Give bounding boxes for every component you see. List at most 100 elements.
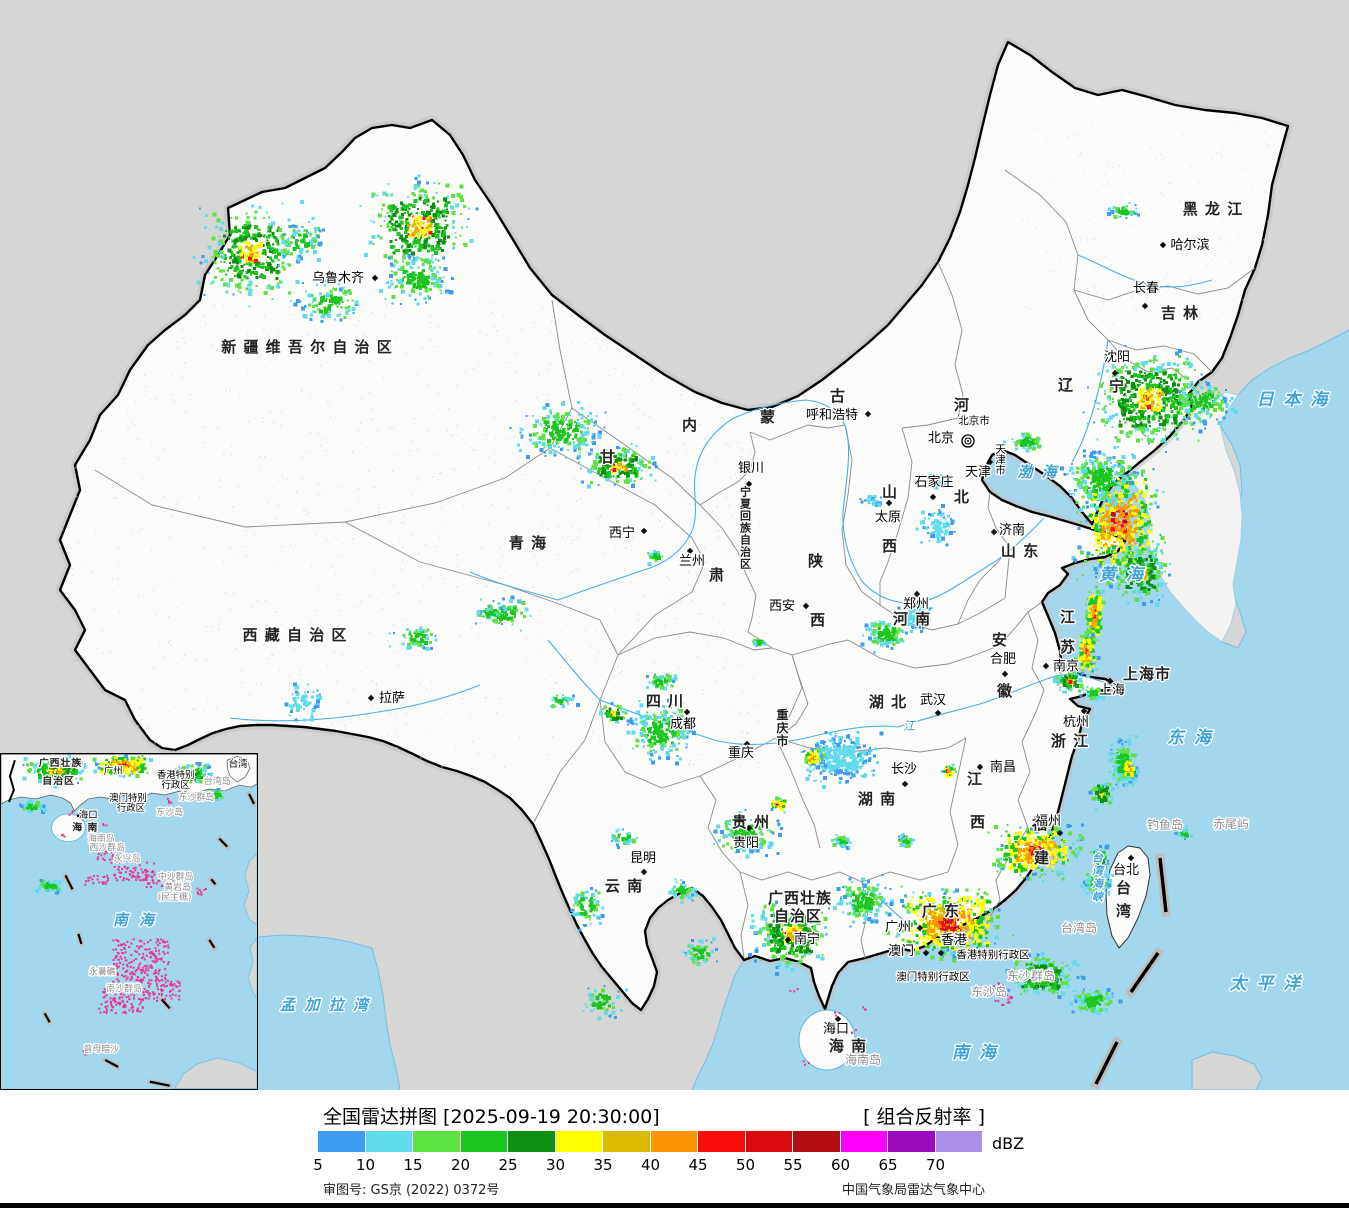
inset-island-label: 东沙群岛	[179, 791, 215, 803]
product-label: [ 组合反射率 ]	[863, 1106, 985, 1128]
colorbar-swatch	[318, 1131, 365, 1152]
city-marker	[1042, 662, 1050, 670]
colorbar	[318, 1131, 983, 1152]
radar-echoes	[18, 754, 225, 895]
sea-label: 东 海	[1167, 728, 1214, 748]
colorbar-tick: 55	[783, 1156, 803, 1174]
colorbar-tick: 40	[640, 1156, 661, 1174]
colorbar-tick: 25	[498, 1156, 518, 1174]
city-label: 西宁	[609, 525, 635, 541]
unit-label: dBZ	[992, 1134, 1025, 1153]
city-label: 南宁	[794, 931, 820, 947]
city-label: 重庆	[728, 745, 754, 761]
city-label: 南昌	[990, 759, 1016, 775]
province-label: 山	[882, 483, 898, 501]
inset-taiwan	[226, 755, 251, 783]
city-label: 南京	[1053, 658, 1079, 674]
city-label: 昆明	[630, 851, 656, 866]
province-label: 台	[1116, 879, 1132, 897]
province-label: 海 南	[829, 1037, 867, 1055]
island-label: 台湾岛	[1061, 920, 1097, 935]
hainan-island	[798, 1009, 856, 1071]
admin-region-label: 天津市	[994, 443, 1006, 475]
inset-island-label: 西沙群岛	[89, 842, 125, 854]
inset-sea-label: 南 海	[113, 911, 157, 929]
colorbar-swatch	[793, 1131, 840, 1152]
province-label: 湖 南	[858, 790, 896, 808]
city-label: 福州	[1035, 814, 1061, 829]
city-label: 香港	[941, 933, 967, 948]
inset-island-label: (民主礁)	[158, 891, 192, 903]
colorbar-swatch	[650, 1131, 697, 1152]
province-label: 河 南	[893, 610, 931, 628]
colorbar-swatch	[935, 1131, 982, 1152]
colorbar-tick: 15	[403, 1156, 423, 1174]
inset-place-label: 行政区	[162, 779, 190, 791]
city-label: 成都	[670, 717, 696, 732]
city-label: 长沙	[891, 762, 917, 777]
city-marker	[922, 949, 930, 957]
city-marker	[745, 824, 753, 832]
city-marker	[864, 410, 872, 418]
china-radar-map: 新 疆 维 吾 尔 自 治 区西 藏 自 治 区 青 海 甘肃 内 蒙 古宁夏回族自治区陕…	[0, 0, 1349, 1090]
rivers	[229, 254, 1213, 927]
city-label: 长春	[1133, 281, 1159, 296]
boundary-dashes	[1089, 853, 1171, 1090]
map-title: 全国雷达拼图 [2025-09-19 20:30:00]	[323, 1106, 660, 1128]
province-label: 北	[954, 488, 970, 506]
city-label: 郑州	[903, 597, 929, 612]
province-label: 青 海	[509, 534, 547, 552]
city-marker	[937, 949, 945, 957]
sea-label: 黄 海	[1099, 565, 1146, 585]
inset-island-label: 东沙岛	[156, 806, 183, 818]
island-label: 海南岛	[845, 1052, 881, 1067]
city-marker	[686, 547, 694, 555]
province-label: 辽	[1058, 376, 1074, 394]
map-approval-number: 审图号: GS京 (2022) 0372号	[323, 1183, 500, 1198]
reef-symbols	[61, 797, 207, 1056]
island-label: 赤尾屿	[1213, 817, 1249, 831]
data-source: 中国气象局雷达气象中心	[841, 1183, 985, 1198]
sea-label: 日 本 海	[1257, 390, 1331, 410]
city-marker	[976, 763, 984, 771]
city-marker	[901, 780, 909, 788]
province-label: 肃	[709, 566, 725, 584]
province-label: 宁	[1109, 377, 1125, 395]
city-marker	[640, 868, 648, 876]
capital-city-label: 北京市	[958, 414, 990, 427]
colorbar-swatch	[888, 1131, 935, 1152]
city-label: 石家庄	[914, 474, 953, 490]
radar-echoes	[192, 174, 1239, 1021]
island-label: 东沙岛	[971, 984, 1007, 999]
province-label: 甘	[600, 448, 616, 466]
province-label: 蒙	[760, 408, 776, 426]
colorbar-tick: 20	[450, 1156, 471, 1174]
inset-island-label: 台湾岛	[204, 775, 231, 787]
island-label: 东沙群岛	[1007, 968, 1055, 983]
legend-panel: 全国雷达拼图 [2025-09-19 20:30:00] [ 组合反射率 ] d…	[0, 1090, 1349, 1208]
city-marker	[1111, 369, 1119, 377]
province-label: 自治区	[774, 907, 822, 925]
inset-place-label: 海口	[79, 809, 98, 821]
city-label: 广州	[885, 920, 911, 935]
city-label: 呼和浩特	[806, 408, 858, 423]
city-marker	[1056, 829, 1064, 837]
city-marker	[371, 274, 379, 282]
colorbar-swatch	[698, 1131, 745, 1152]
sea-label: 太 平 洋	[1229, 974, 1304, 994]
admin-region-label: 澳门特别行政区	[896, 970, 970, 983]
province-label: 西	[882, 537, 898, 555]
colorbar-swatch	[603, 1131, 650, 1152]
colorbar-swatch	[460, 1131, 507, 1152]
sea-label: 台湾海峡	[1090, 852, 1104, 904]
city-label: 银川	[738, 461, 764, 476]
inset-place-label: 广州	[104, 765, 123, 777]
colorbar-swatch	[508, 1131, 555, 1152]
inset-philippines	[243, 852, 257, 926]
city-marker	[1080, 707, 1088, 715]
province-label: 西	[810, 611, 826, 629]
province-label: 黑 龙 江	[1183, 200, 1243, 218]
city-label: 海口	[823, 1022, 849, 1037]
colorbar-tick: 10	[355, 1156, 376, 1174]
